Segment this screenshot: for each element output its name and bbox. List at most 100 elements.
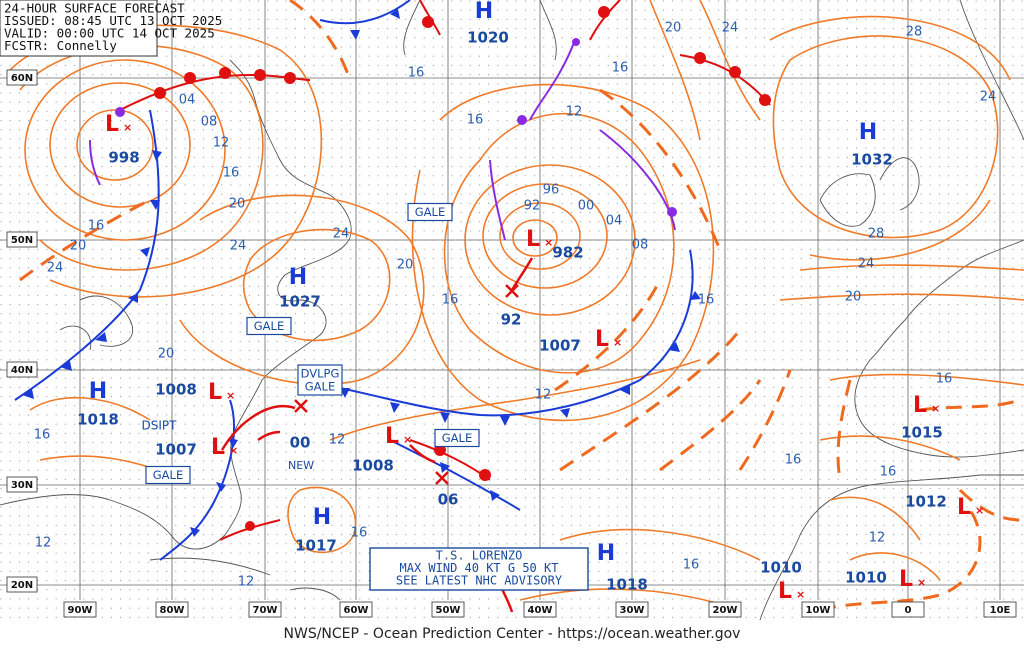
lat-label-box xyxy=(6,361,38,378)
high-symbol: H xyxy=(89,379,107,404)
lon-label-box xyxy=(248,601,282,618)
lat-label: 40N xyxy=(11,365,33,376)
pressure-value: 1018 xyxy=(77,411,119,429)
pressure-value: 1027 xyxy=(279,293,321,311)
isobar-label: 20 xyxy=(229,197,246,212)
isobar-label: 24 xyxy=(230,239,247,254)
isobar-label: 20 xyxy=(397,258,414,273)
isobar-label: 12 xyxy=(213,136,230,151)
lon-label: 80W xyxy=(160,605,185,616)
lon-label: 40W xyxy=(528,605,553,616)
header-line: FCSTR: Connelly xyxy=(4,38,117,53)
high-symbol: H xyxy=(475,0,493,24)
isobar-label: 28 xyxy=(906,25,923,40)
forecast-positions xyxy=(294,284,519,485)
low-cross: × xyxy=(796,588,805,601)
low-symbol: L xyxy=(526,227,540,252)
isobar-label: 20 xyxy=(845,290,862,305)
isobar-label: 12 xyxy=(238,575,255,590)
fronts xyxy=(14,0,771,561)
lon-label-box xyxy=(983,601,1017,618)
low-cross: × xyxy=(226,389,235,402)
low-cross: × xyxy=(931,402,940,415)
low-symbol: L xyxy=(595,327,609,352)
forecast-label: 92 xyxy=(501,311,522,329)
lon-label: 20W xyxy=(713,605,738,616)
lon-label-box xyxy=(155,601,189,618)
isobar-label: 20 xyxy=(70,239,87,254)
header-box xyxy=(0,0,158,57)
warning-box xyxy=(297,364,343,396)
dot-grid xyxy=(0,0,1024,620)
low-symbol: L xyxy=(899,567,913,592)
pressure-value: 1018 xyxy=(606,576,648,594)
pressure-value: 1012 xyxy=(905,493,947,511)
low-symbol: L xyxy=(778,579,792,604)
isobar-label: 20 xyxy=(665,21,682,36)
pressure-value: 1008 xyxy=(155,381,197,399)
lat-label-box xyxy=(6,476,38,493)
isobar-label: 12 xyxy=(566,105,583,120)
lat-label: 20N xyxy=(11,580,33,591)
forecast-label: 00 xyxy=(290,434,311,452)
lon-label: 90W xyxy=(68,605,93,616)
high-symbol: H xyxy=(859,120,877,145)
lon-label-box xyxy=(891,601,925,618)
warning-text: GALE xyxy=(415,205,445,219)
low-cross: × xyxy=(975,504,984,517)
low-cross: × xyxy=(917,576,926,589)
lat-label: 50N xyxy=(11,235,33,246)
low-symbol: L xyxy=(913,393,927,418)
pressure-value: 1010 xyxy=(845,569,887,587)
pressure-value: 1007 xyxy=(539,337,581,355)
low-cross: × xyxy=(403,433,412,446)
isobar-label: 20 xyxy=(158,347,175,362)
isobar-label: 08 xyxy=(632,238,649,253)
forecast-label: DSIPT xyxy=(142,419,178,433)
high-symbol: H xyxy=(313,505,331,530)
isobar-label: 16 xyxy=(683,558,700,573)
low-cross: × xyxy=(123,121,132,134)
isobar-label: 16 xyxy=(785,453,802,468)
pressure-value: 982 xyxy=(552,244,583,262)
isobar-label: 24 xyxy=(333,227,350,242)
pressure-value: 1015 xyxy=(901,424,943,442)
lat-label-box xyxy=(6,231,38,248)
low-cross: × xyxy=(613,336,622,349)
lon-label-box xyxy=(801,601,835,618)
isobar-label: 16 xyxy=(442,293,459,308)
warning-box xyxy=(246,316,292,336)
lon-label: 70W xyxy=(253,605,278,616)
troughs xyxy=(19,0,1021,612)
lat-label: 60N xyxy=(11,73,33,84)
low-symbol: L xyxy=(385,424,399,449)
isobar-label: 16 xyxy=(467,113,484,128)
low-cross: × xyxy=(544,236,553,249)
storm-tracks xyxy=(220,257,534,613)
low-symbol: L xyxy=(105,112,119,137)
isobar-label: 12 xyxy=(35,536,52,551)
pressure-value: 1032 xyxy=(851,151,893,169)
high-symbol: H xyxy=(597,541,615,566)
header-line: VALID: 00:00 UTC 14 OCT 2025 xyxy=(4,26,215,41)
pressure-value: 1020 xyxy=(467,29,509,47)
isobar-label: 24 xyxy=(722,21,739,36)
warning-text: GALE xyxy=(153,468,183,482)
lat-label-box xyxy=(6,576,38,593)
pressure-value: 1007 xyxy=(155,441,197,459)
lon-label: 0 xyxy=(905,605,912,616)
forecast-label: 06 xyxy=(438,491,459,509)
lon-label-box xyxy=(523,601,557,618)
coastlines xyxy=(0,0,1024,621)
low-symbol: L xyxy=(208,380,222,405)
warning-box xyxy=(145,465,191,485)
isobar-label: 16 xyxy=(880,465,897,480)
lon-label: 60W xyxy=(344,605,369,616)
isobar-label: 24 xyxy=(980,90,997,105)
advisory-box xyxy=(369,547,589,591)
isobar-label: 12 xyxy=(329,433,346,448)
lon-label: 30W xyxy=(620,605,645,616)
footer: NWS/NCEP - Ocean Prediction Center - htt… xyxy=(284,626,741,642)
lon-label-box xyxy=(431,601,465,618)
